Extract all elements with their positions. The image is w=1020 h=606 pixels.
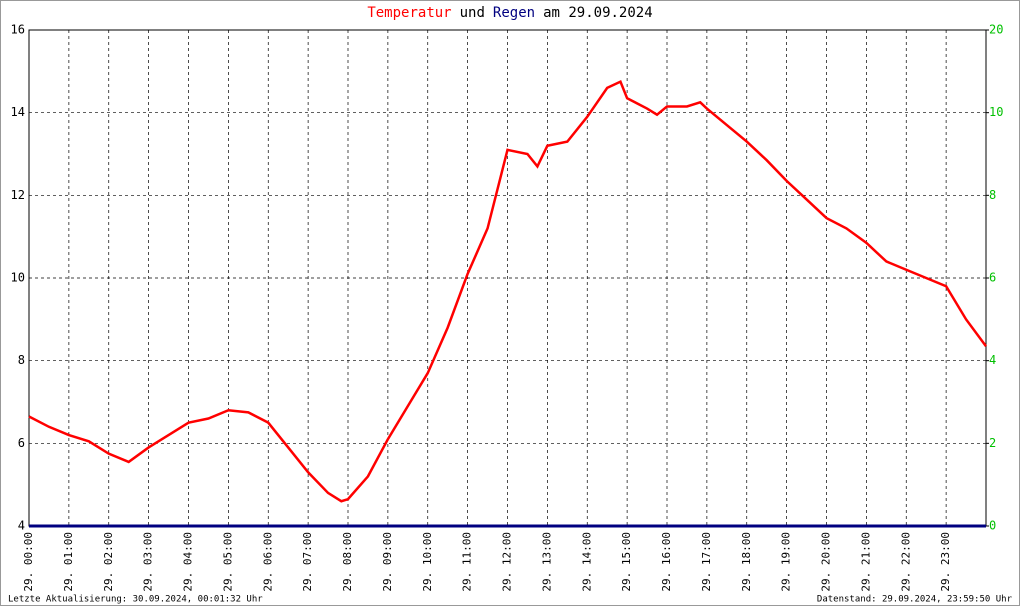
title-part: Temperatur bbox=[367, 5, 451, 21]
y2-tick-label: 10 bbox=[989, 105, 1003, 119]
y2-tick-label: 6 bbox=[989, 271, 996, 285]
x-tick-label: 29. 02:00 bbox=[102, 532, 115, 592]
y2-tick-label: 20 bbox=[989, 23, 1003, 37]
y-tick-label: 16 bbox=[11, 23, 25, 37]
x-tick-label: 29. 04:00 bbox=[182, 532, 195, 592]
y-tick-label: 14 bbox=[11, 105, 25, 119]
y-tick-label: 6 bbox=[18, 436, 25, 450]
series-line bbox=[28, 79, 988, 503]
title-part: Regen bbox=[493, 5, 535, 21]
x-tick-label: 29. 18:00 bbox=[740, 532, 753, 592]
x-tick-label: 29. 00:00 bbox=[22, 532, 35, 592]
x-tick-label: 29. 21:00 bbox=[859, 532, 872, 592]
x-tick-label: 29. 01:00 bbox=[62, 532, 75, 592]
y-tick-label: 8 bbox=[18, 353, 25, 367]
x-tick-label: 29. 11:00 bbox=[461, 532, 474, 592]
x-tick-label: 29. 19:00 bbox=[780, 532, 793, 592]
x-tick-label: 29. 22:00 bbox=[899, 532, 912, 592]
y2-tick-label: 8 bbox=[989, 188, 996, 202]
x-tick-label: 29. 03:00 bbox=[142, 532, 155, 592]
x-tick-label: 29. 14:00 bbox=[580, 532, 593, 592]
x-tick-label: 29. 06:00 bbox=[261, 532, 274, 592]
x-tick-label: 29. 07:00 bbox=[301, 532, 314, 592]
x-tick-label: 29. 17:00 bbox=[700, 532, 713, 592]
x-tick-label: 29. 20:00 bbox=[820, 532, 833, 592]
footer-left: Letzte Aktualisierung: 30.09.2024, 00:01… bbox=[8, 595, 263, 605]
x-tick-label: 29. 05:00 bbox=[221, 532, 234, 592]
title-part: und bbox=[460, 5, 485, 21]
y-tick-label: 12 bbox=[11, 188, 25, 202]
footer-right: Datenstand: 29.09.2024, 23:59:50 Uhr bbox=[817, 595, 1013, 605]
x-tick-label: 29. 16:00 bbox=[660, 532, 673, 592]
x-tick-label: 29. 12:00 bbox=[501, 532, 514, 592]
x-tick-label: 29. 15:00 bbox=[620, 532, 633, 592]
y-tick-label: 4 bbox=[18, 519, 25, 533]
chart-title: Temperatur und Regen am 29.09.2024 bbox=[367, 5, 652, 21]
y-tick-label: 10 bbox=[11, 271, 25, 285]
x-tick-label: 29. 08:00 bbox=[341, 532, 354, 592]
x-tick-label: 29. 10:00 bbox=[421, 532, 434, 592]
title-part: am 29.09.2024 bbox=[543, 5, 653, 21]
y2-tick-label: 0 bbox=[989, 519, 996, 533]
y2-tick-label: 2 bbox=[989, 436, 996, 450]
x-tick-label: 29. 13:00 bbox=[540, 532, 553, 592]
x-tick-label: 29. 23:00 bbox=[939, 532, 952, 592]
y2-tick-label: 4 bbox=[989, 353, 996, 367]
x-tick-label: 29. 09:00 bbox=[381, 532, 394, 592]
